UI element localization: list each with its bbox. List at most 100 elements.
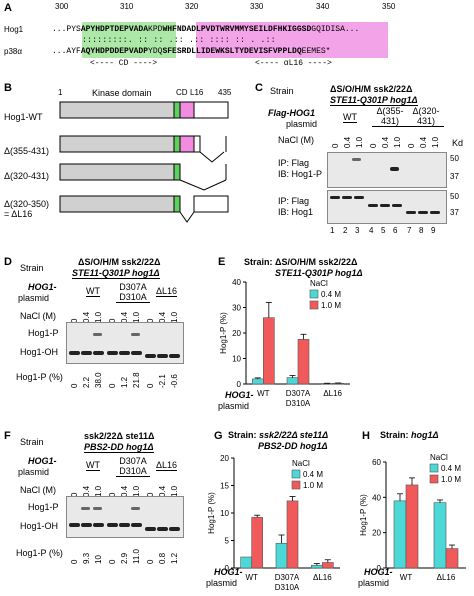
legend-title: NaCl [430, 453, 448, 462]
lane-number: 6 [393, 226, 398, 235]
chart-title-line-2: STE11-Q301P hog1Δ [275, 268, 363, 278]
panel-a-label: A [4, 2, 12, 14]
nacl-value: 0.4 [343, 136, 352, 148]
lane-number: 8 [419, 226, 424, 235]
band [390, 167, 399, 171]
strain-label: Strain [20, 437, 44, 447]
band [107, 351, 118, 355]
strain-line-2: PBS2-DD hog1Δ [84, 442, 154, 453]
chart-title-prefix: Strain: [228, 430, 257, 440]
legend-swatch [309, 289, 319, 299]
pct-value: 0 [70, 559, 79, 564]
group-wt: WT [86, 460, 100, 471]
plasmid-label-2: plasmid [18, 293, 50, 303]
bar [393, 500, 407, 569]
cd-label: CD [176, 88, 188, 97]
category-label: D310A [275, 583, 300, 592]
band [81, 523, 92, 527]
y-tick-label: 30 [232, 304, 241, 313]
pct-value: 1.2 [120, 376, 129, 388]
lane-number: 2 [343, 226, 348, 235]
construct-label-320-431: Δ(320-431) [4, 171, 50, 181]
legend-label: 1.0 M [441, 475, 461, 484]
category-label: D307A [286, 389, 311, 398]
y-tick-label: 0 [237, 380, 242, 389]
group-wt: WT [343, 112, 357, 123]
pct-label: Hog1-P (%) [16, 548, 63, 558]
plasmid-label-2: plasmid [286, 119, 318, 129]
category-label: ΔL16 [437, 573, 456, 582]
band [157, 354, 168, 358]
chart-title-strain: hog1Δ [411, 430, 439, 440]
marker-37: 37 [450, 172, 459, 181]
chart-title-line-2: PBS2-DD hog1Δ [258, 441, 328, 451]
blot2-label-1: IP: Flag [278, 196, 310, 206]
y-tick-label: 10 [220, 509, 229, 518]
plasmid-label-text: HOG1- [214, 567, 243, 577]
chart-title-line-1: Strain: ssk2/22Δ ste11Δ [228, 430, 328, 440]
c-terminal-box [193, 101, 229, 119]
lane-number: 9 [431, 226, 436, 235]
plasmid-label-2: plasmid [206, 578, 238, 588]
panel-h-label: H [362, 430, 370, 442]
p38-sequence: ...AYFAQYHDPDDEPVADPYDQSFESRDLLIDEWKSLTY… [52, 47, 330, 56]
band [81, 507, 90, 510]
chart-title-prefix: Strain: [244, 257, 273, 267]
nacl-value: 1.0 [431, 136, 440, 148]
y-axis-label: Hog1-P (%) [207, 492, 216, 534]
band-label-hog1-p: Hog1-P [28, 328, 59, 338]
nacl-value: 0.4 [381, 136, 390, 148]
band [157, 527, 168, 531]
hog1-seq-pre: ...PYS [52, 25, 81, 34]
band [145, 527, 156, 531]
pct-value: 0 [108, 383, 117, 388]
nacl-value: 0.4 [419, 136, 428, 148]
lane-number: 5 [381, 226, 386, 235]
construct-label-320-350: Δ(320-350) [4, 199, 50, 209]
tick-340: 340 [316, 2, 330, 11]
legend-swatch [429, 463, 439, 473]
pct-value: 2.2 [82, 376, 91, 388]
cd-box [173, 135, 181, 153]
marker-50: 50 [450, 192, 459, 201]
strain-line-1: ssk2/22Δ ste11Δ [84, 431, 155, 441]
pct-value: 1.2 [170, 552, 179, 564]
pct-label: Hog1-P (%) [16, 372, 63, 382]
band-label-hog1-p: Hog1-P [28, 502, 59, 512]
blot2-label-2: IB: Hog1 [278, 207, 314, 217]
band-label-hog1-oh: Hog1-OH [20, 521, 59, 531]
band [418, 211, 428, 214]
category-label: WT [400, 573, 413, 582]
deletion-line [179, 211, 195, 223]
band [93, 523, 104, 527]
band [392, 204, 402, 207]
strain-line-1: ΔS/O/H/M ssk2/22Δ [78, 257, 161, 267]
blot1-label-2: IB: Hog1-P [278, 169, 323, 179]
plasmid-label: HOG1- [225, 390, 254, 400]
band [81, 351, 92, 355]
l16-label: L16 [190, 88, 204, 97]
kinase-domain-box [59, 135, 175, 153]
tick-300: 300 [55, 2, 69, 11]
y-tick-label: 0 [377, 564, 382, 573]
plasmid-label-text: HOG1- [364, 567, 393, 577]
band [169, 527, 180, 531]
group-dl16: ΔL16 [156, 286, 178, 297]
construct-diagram [59, 101, 229, 223]
band [380, 204, 390, 207]
band [119, 523, 130, 527]
bar [263, 317, 275, 385]
deletion-line [179, 179, 227, 191]
cd-range-label: <---- CD ----> [90, 59, 158, 68]
construct-320-431 [59, 163, 227, 191]
pct-value: 21.8 [132, 372, 141, 388]
blot1-label-1: IP: Flag [278, 158, 310, 168]
hog1-seq-mid: KPD [148, 25, 163, 34]
legend-label: 1.0 M [321, 301, 341, 310]
pct-values: 0 2.2 38.0 0 1.2 21.8 0 -2.1 -0.6 [66, 366, 182, 390]
bar [297, 339, 310, 385]
plasmid-label-2: plasmid [18, 467, 50, 477]
l16-box [179, 135, 195, 153]
